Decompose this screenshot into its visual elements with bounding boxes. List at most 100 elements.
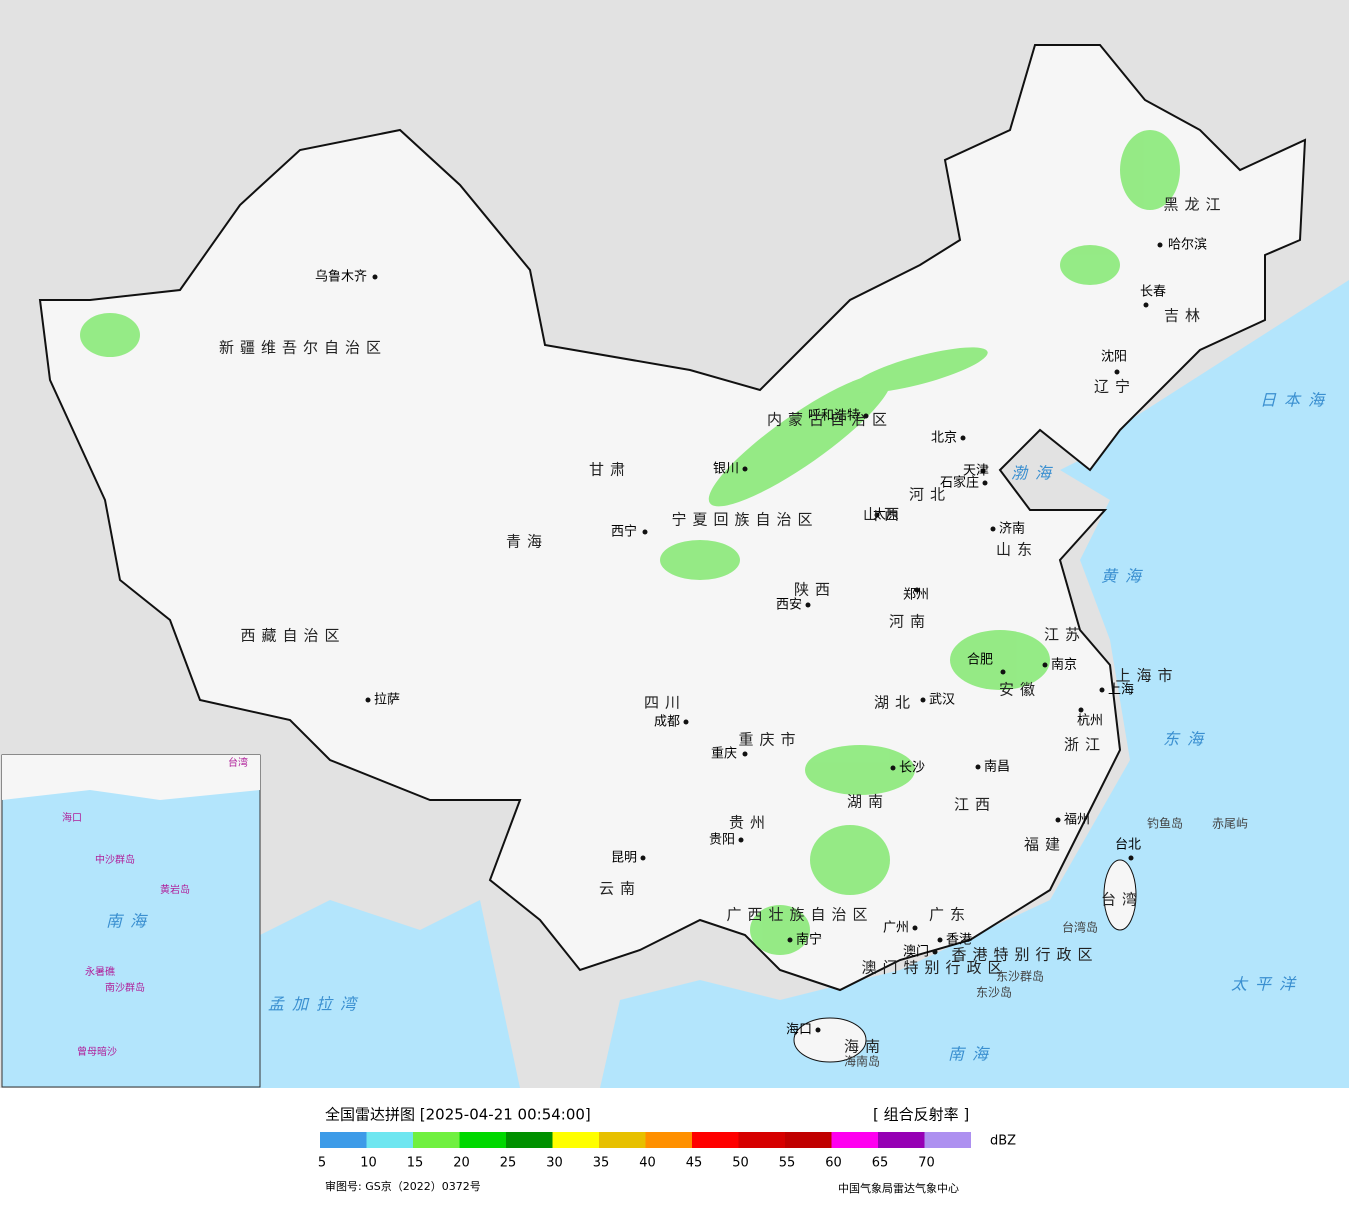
city-label: 广州 bbox=[883, 921, 909, 936]
city-dot bbox=[990, 526, 996, 532]
legend-swatch bbox=[366, 1132, 413, 1148]
legend-swatch bbox=[506, 1132, 553, 1148]
island-label: 东沙岛 bbox=[976, 985, 1012, 1000]
legend-label: 70 bbox=[918, 1156, 935, 1171]
city-dot bbox=[815, 1027, 821, 1033]
sea-label: 太平洋 bbox=[1231, 975, 1303, 994]
approval: 审图号: GS京（2022）0372号 bbox=[325, 1179, 481, 1193]
hainan bbox=[793, 1017, 867, 1063]
sea-label: 孟加拉湾 bbox=[268, 995, 364, 1014]
city-label: 郑州 bbox=[903, 588, 929, 603]
inset-land bbox=[2, 755, 260, 800]
legend-label: 60 bbox=[825, 1156, 842, 1171]
city-label: 西安 bbox=[776, 598, 802, 613]
sea-label: 南海 bbox=[948, 1045, 996, 1064]
city-label: 杭州 bbox=[1077, 714, 1103, 729]
city-label: 香港 bbox=[946, 933, 972, 948]
city-dot bbox=[863, 413, 869, 419]
city-label: 北京 bbox=[931, 431, 957, 446]
legend-swatch bbox=[413, 1132, 460, 1148]
city-dot bbox=[642, 529, 648, 535]
city-label: 天津 bbox=[963, 464, 989, 479]
city-label: 昆明 bbox=[611, 851, 637, 866]
region-label: 西藏自治区 bbox=[240, 627, 345, 645]
city-dot bbox=[365, 697, 371, 703]
island-label: 台湾岛 bbox=[1062, 920, 1098, 935]
region-label: 台湾 bbox=[1101, 891, 1143, 909]
island-label: 海南岛 bbox=[844, 1054, 880, 1069]
inset-label: 中沙群岛 bbox=[95, 853, 135, 866]
region-label: 吉林 bbox=[1164, 307, 1206, 325]
sea-label: 东海 bbox=[1163, 730, 1211, 749]
unit: dBZ bbox=[990, 1134, 1016, 1149]
legend-label: 5 bbox=[318, 1156, 326, 1171]
legend-label: 10 bbox=[360, 1156, 377, 1171]
island-label: 赤尾屿 bbox=[1212, 817, 1248, 831]
city-dot bbox=[1143, 302, 1149, 308]
legend-label: 65 bbox=[872, 1156, 889, 1171]
city-dot bbox=[1114, 369, 1120, 375]
region-label: 黑龙江 bbox=[1163, 196, 1226, 214]
region-label: 贵州 bbox=[729, 814, 771, 832]
city-dot bbox=[640, 855, 646, 861]
city-label: 合肥 bbox=[967, 653, 993, 668]
city-dot bbox=[1042, 662, 1048, 668]
city-dot bbox=[932, 949, 938, 955]
legend-swatch bbox=[924, 1132, 971, 1148]
region-label: 湖南 bbox=[847, 793, 889, 811]
city-label: 哈尔滨 bbox=[1168, 237, 1207, 253]
city-label: 海口 bbox=[786, 1023, 812, 1038]
inset-label: 海口 bbox=[62, 811, 82, 824]
region-label: 云南 bbox=[599, 880, 641, 898]
legend-swatch bbox=[878, 1132, 925, 1148]
city-dot bbox=[683, 719, 689, 725]
legend-swatch bbox=[738, 1132, 785, 1148]
inset-label: 黄岩岛 bbox=[160, 883, 190, 896]
region-label: 上海市 bbox=[1115, 667, 1178, 685]
city-dot bbox=[874, 512, 880, 518]
inset-label: 永暑礁 bbox=[85, 965, 115, 978]
inset-label: 南沙群岛 bbox=[105, 981, 145, 994]
legend-swatch bbox=[645, 1132, 692, 1148]
inset-map bbox=[1, 754, 261, 1088]
sea-label: 渤海 bbox=[1011, 464, 1059, 483]
legend-label: 50 bbox=[732, 1156, 749, 1171]
region-label: 新疆维吾尔自治区 bbox=[219, 339, 387, 357]
region-label: 辽宁 bbox=[1094, 378, 1136, 396]
product-name: [ 组合反射率 ] bbox=[873, 1106, 969, 1124]
legend-label: 25 bbox=[500, 1156, 517, 1171]
sea-label: 黄海 bbox=[1101, 567, 1149, 586]
source: 中国气象局雷达气象中心 bbox=[838, 1181, 959, 1195]
region-label: 河北 bbox=[909, 486, 951, 504]
city-dot bbox=[1157, 242, 1163, 248]
city-dot bbox=[980, 468, 986, 474]
city-label: 上海 bbox=[1108, 683, 1134, 698]
city-label: 南宁 bbox=[796, 932, 822, 948]
region-label: 安徽 bbox=[999, 681, 1041, 699]
legend-label: 30 bbox=[546, 1156, 563, 1171]
region-label: 广东 bbox=[929, 906, 971, 924]
legend-label: 45 bbox=[686, 1156, 703, 1171]
legend-swatch bbox=[320, 1132, 367, 1148]
region-label: 香港特别行政区 bbox=[951, 946, 1098, 964]
region-label: 重庆市 bbox=[738, 731, 801, 749]
region-label: 甘肃 bbox=[589, 461, 631, 479]
city-label: 乌鲁木齐 bbox=[315, 269, 367, 285]
region-label: 青海 bbox=[506, 533, 548, 551]
region-label: 福建 bbox=[1024, 836, 1066, 854]
region-label: 浙江 bbox=[1064, 736, 1106, 754]
legend-label: 55 bbox=[779, 1156, 796, 1171]
region-label: 湖北 bbox=[874, 694, 916, 712]
radar-echoes bbox=[80, 130, 1180, 955]
china-outline bbox=[38, 44, 1307, 992]
region-label: 江苏 bbox=[1044, 626, 1086, 644]
city-label: 银川 bbox=[713, 462, 739, 477]
city-dot bbox=[742, 466, 748, 472]
region-label: 山东 bbox=[996, 541, 1038, 559]
city-dot bbox=[920, 697, 926, 703]
city-label: 福州 bbox=[1064, 813, 1090, 828]
city-dot bbox=[738, 837, 744, 843]
city-label: 济南 bbox=[999, 521, 1025, 537]
city-dot bbox=[914, 587, 920, 593]
city-label: 武汉 bbox=[929, 693, 955, 708]
